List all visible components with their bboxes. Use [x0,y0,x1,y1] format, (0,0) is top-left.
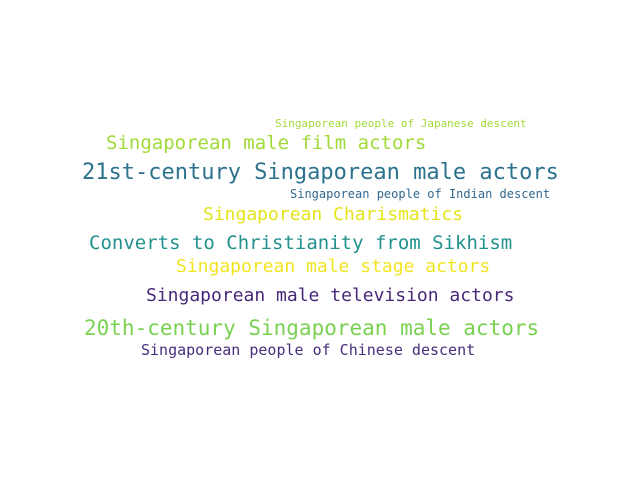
word-singaporean-male-stage-actors: Singaporean male stage actors [176,256,491,277]
word-converts-to-christianity-from-sikhism: Converts to Christianity from Sikhism [89,232,513,254]
word-singaporean-charismatics: Singaporean Charismatics [203,204,464,225]
word-singaporean-male-television-actors: Singaporean male television actors [146,285,515,306]
word-singaporean-people-of-indian-descent: Singaporean people of Indian descent [290,187,551,201]
word-21st-century-singaporean-male-actors: 21st-century Singaporean male actors [82,160,559,185]
word-singaporean-people-of-japanese-descent: Singaporean people of Japanese descent [275,117,527,130]
word-singaporean-male-film-actors: Singaporean male film actors [106,132,427,154]
word-20th-century-singaporean-male-actors: 20th-century Singaporean male actors [84,316,540,340]
word-singaporean-people-of-chinese-descent: Singaporean people of Chinese descent [141,341,476,359]
